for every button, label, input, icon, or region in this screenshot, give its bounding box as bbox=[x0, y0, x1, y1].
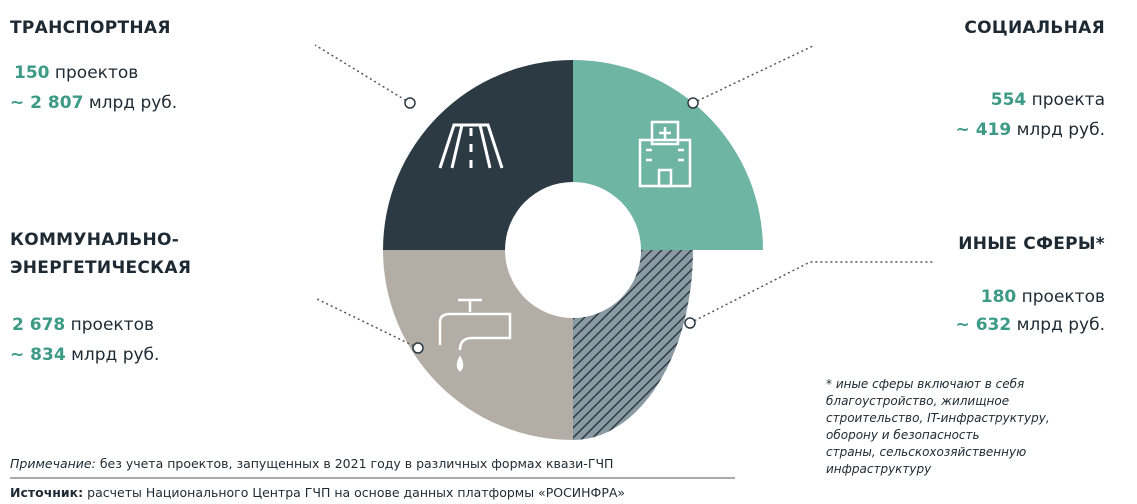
tap-icon bbox=[438, 298, 512, 372]
sector-count: 180 проектов bbox=[981, 286, 1105, 308]
note: Примечание: без учета проектов, запущенн… bbox=[10, 456, 613, 471]
text: СОЦИАЛЬНАЯ bbox=[964, 18, 1105, 38]
sector-amount: ~ 419 млрд руб. bbox=[956, 119, 1105, 141]
text: Примечание: bbox=[10, 456, 96, 471]
text: млрд руб. bbox=[88, 93, 178, 113]
source: Источник: расчеты Национального Центра Г… bbox=[10, 485, 625, 500]
sector-amount: ~ 2 807 млрд руб. bbox=[10, 92, 177, 114]
text: ~ 834 bbox=[10, 345, 66, 365]
sector-amount: ~ 632 млрд руб. bbox=[956, 314, 1105, 336]
footnote: * иные сферы включают в себя благоустройс… bbox=[826, 376, 1050, 478]
text: расчеты Национального Центра ГЧП на осно… bbox=[87, 485, 626, 500]
text: проектов bbox=[70, 315, 154, 335]
text: КОММУНАЛЬНО- bbox=[10, 230, 180, 250]
text: ~ 2 807 bbox=[10, 93, 84, 113]
donut-hole bbox=[505, 182, 641, 318]
leader-dots bbox=[404, 97, 699, 354]
text: 2 678 bbox=[12, 315, 66, 335]
text: 150 bbox=[14, 63, 50, 83]
text: млрд руб. bbox=[1016, 315, 1105, 335]
sector-count: 2 678 проектов bbox=[12, 314, 154, 336]
text: млрд руб. bbox=[71, 345, 160, 365]
text: ~ 632 bbox=[955, 315, 1012, 335]
text: ЭНЕРГЕТИЧЕСКАЯ bbox=[10, 258, 192, 278]
hospital-icon bbox=[638, 120, 692, 188]
text: проектов bbox=[54, 63, 139, 83]
sector-title: ТРАНСПОРТНАЯ bbox=[10, 14, 171, 42]
sector-count: 554 проекта bbox=[991, 89, 1105, 111]
text: инфраструктуру bbox=[826, 462, 932, 476]
text: без учета проектов, запущенных в 2021 го… bbox=[99, 456, 614, 471]
road-icon bbox=[438, 123, 504, 169]
text: ИНЫЕ СФЕРЫ* bbox=[958, 234, 1105, 254]
text: ТРАНСПОРТНАЯ bbox=[10, 18, 171, 38]
sector-amount: ~ 834 млрд руб. bbox=[10, 344, 159, 366]
text: Источник: bbox=[10, 485, 84, 500]
text: млрд руб. bbox=[1016, 120, 1105, 140]
sector-title: СОЦИАЛЬНАЯ bbox=[964, 14, 1105, 42]
text: 180 bbox=[980, 287, 1017, 307]
sector-title: ИНЫЕ СФЕРЫ* bbox=[958, 230, 1105, 258]
text: * иные сферы включают в себя bbox=[826, 377, 1025, 391]
text: страны, сельскохозяйственную bbox=[826, 445, 1027, 459]
text: строительство, IT-инфраструктуру, bbox=[826, 411, 1050, 425]
text: проектов bbox=[1021, 287, 1105, 307]
text: ~ 419 bbox=[955, 120, 1012, 140]
text: оборону и безопасность bbox=[826, 428, 980, 442]
leader-lines bbox=[314, 44, 935, 349]
sector-count: 150 проектов bbox=[14, 62, 138, 84]
text: 554 bbox=[990, 90, 1027, 110]
sector-title: КОММУНАЛЬНО- ЭНЕРГЕТИЧЕСКАЯ bbox=[10, 226, 191, 282]
text: проекта bbox=[1031, 90, 1105, 110]
text: благоустройство, жилищное bbox=[826, 394, 1010, 408]
